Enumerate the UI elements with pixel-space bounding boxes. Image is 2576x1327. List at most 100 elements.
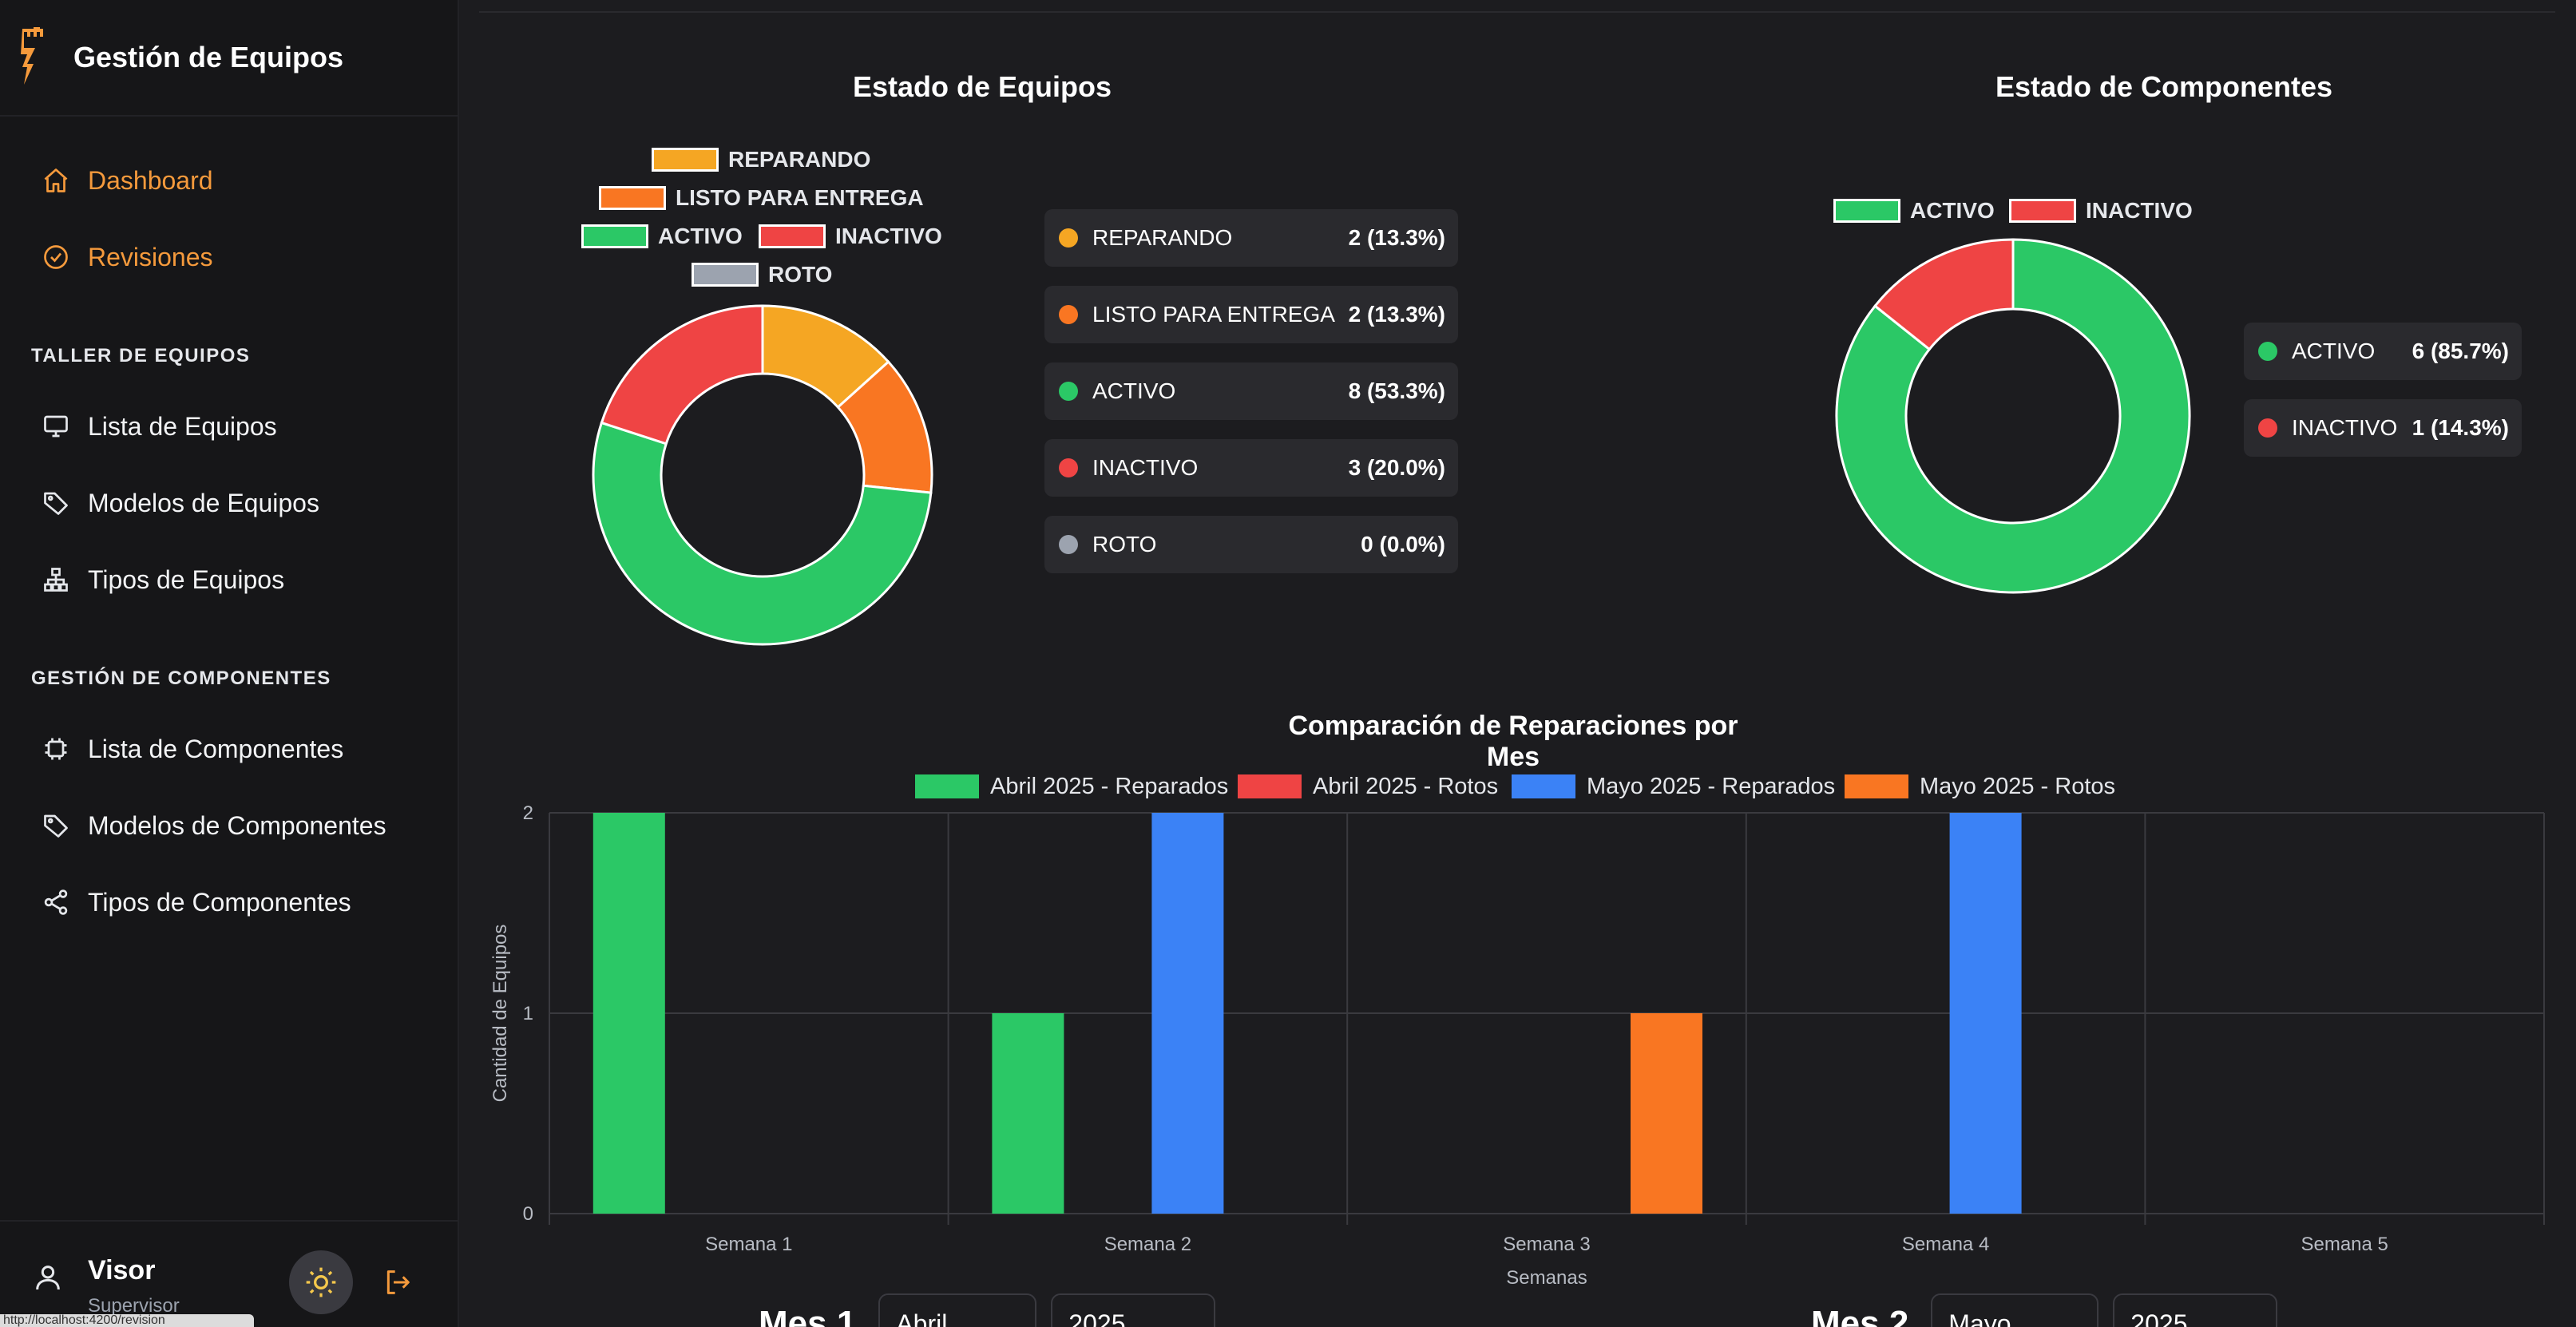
- brand[interactable]: Gestión de Equipos: [0, 0, 459, 117]
- y-tick-label: 1: [523, 1003, 533, 1024]
- sidebar-item-lista-componentes[interactable]: Lista de Componentes: [40, 725, 343, 773]
- legend-item-roto[interactable]: ROTO: [692, 260, 832, 289]
- x-axis-label: Semanas: [1506, 1267, 1587, 1289]
- donut-slice-activo[interactable]: [592, 421, 933, 646]
- tag-icon: [40, 810, 72, 842]
- mes1-filter: Mes 1 Abril ⌄ 2025 ⌄: [759, 1293, 1230, 1327]
- componentes-donut-chart: [1835, 238, 2191, 594]
- legend-swatch: [581, 224, 648, 248]
- bar-0-1[interactable]: [992, 1013, 1064, 1214]
- legend-item-inactivo[interactable]: INACTIVO: [759, 222, 942, 251]
- stat-value: 0 (0.0%): [1361, 532, 1445, 557]
- mes1-year-value: 2025: [1068, 1309, 1126, 1327]
- legend-label: Abril 2025 - Rotos: [1313, 773, 1499, 799]
- home-icon: [40, 164, 72, 196]
- bar-2-1[interactable]: [1151, 813, 1224, 1214]
- legend-item-listo[interactable]: LISTO PARA ENTREGA: [599, 184, 924, 212]
- user-area: Visor Supervisor: [0, 1220, 459, 1327]
- stat-value: 2 (13.3%): [1348, 225, 1445, 250]
- sidebar-item-revisiones[interactable]: Revisiones: [40, 233, 213, 281]
- componentes-stat-row: INACTIVO 1 (14.3%): [2244, 399, 2522, 457]
- donut-slice-inactivo[interactable]: [1873, 238, 2015, 351]
- legend-label: Abril 2025 - Reparados: [990, 773, 1229, 799]
- sidebar-item-lista-equipos[interactable]: Lista de Equipos: [40, 402, 277, 450]
- user-role: Supervisor: [88, 1295, 180, 1317]
- user-name: Visor: [88, 1255, 156, 1285]
- mes2-year-value: 2025: [2130, 1309, 2188, 1327]
- bar-legend-item[interactable]: Mayo 2025 - Reparados: [1512, 773, 1835, 800]
- stat-name: INACTIVO: [2292, 415, 2398, 440]
- sidebar-item-label: Revisiones: [88, 242, 213, 271]
- stat-name: REPARANDO: [1092, 225, 1233, 250]
- status-dot: [2258, 342, 2277, 361]
- legend-swatch: [1833, 199, 1900, 223]
- stat-value: 8 (53.3%): [1348, 378, 1445, 403]
- user-icon: [36, 1266, 60, 1290]
- legend-label: ACTIVO: [1910, 198, 1995, 223]
- legend-swatch: [692, 263, 759, 287]
- y-tick-label: 0: [523, 1203, 533, 1225]
- equipos-stat-row: INACTIVO 3 (20.0%): [1044, 439, 1458, 497]
- legend-swatch: [915, 774, 979, 798]
- equipos-stat-row: ROTO 0 (0.0%): [1044, 516, 1458, 573]
- sidebar-item-tipos-componentes[interactable]: Tipos de Componentes: [40, 878, 351, 926]
- sidebar-item-tipos-equipos[interactable]: Tipos de Equipos: [40, 556, 284, 604]
- tag-icon: [40, 487, 72, 519]
- mes1-year-select[interactable]: 2025 ⌄: [1051, 1293, 1216, 1327]
- legend-item-comp-inactivo[interactable]: INACTIVO: [2009, 196, 2193, 225]
- repairs-bar-chart: 0 1 2 Semana 1 Semana 2 Semana 3 Semana 4 Seman…: [489, 802, 2545, 1289]
- sidebar-item-modelos-componentes[interactable]: Modelos de Componentes: [40, 802, 386, 850]
- bar-chart-title: Comparación de Reparaciones por Mes: [1288, 711, 1738, 772]
- section-title-componentes: GESTIÓN DE COMPONENTES: [31, 667, 331, 689]
- chevron-down-icon: ⌄: [1176, 1310, 1199, 1327]
- section-title-taller: TALLER DE EQUIPOS: [31, 345, 251, 366]
- legend-label: Mayo 2025 - Rotos: [1920, 773, 2116, 799]
- legend-swatch: [759, 224, 826, 248]
- sidebar-item-modelos-equipos[interactable]: Modelos de Equipos: [40, 479, 319, 527]
- mes2-year-select[interactable]: 2025 ⌄: [2113, 1293, 2278, 1327]
- bar-legend-item[interactable]: Mayo 2025 - Rotos: [1845, 773, 2115, 800]
- sidebar: Gestión de Equipos Dashboard Revisiones …: [0, 0, 459, 1327]
- theme-toggle-button[interactable]: [289, 1250, 353, 1314]
- sidebar-item-dashboard[interactable]: Dashboard: [40, 156, 213, 204]
- status-dot: [2258, 418, 2277, 438]
- chevron-down-icon: ⌄: [2238, 1310, 2261, 1327]
- chevron-down-icon: ⌄: [2059, 1310, 2082, 1327]
- monitor-icon: [40, 410, 72, 442]
- stat-name: ROTO: [1092, 532, 1157, 557]
- header-divider: [479, 11, 2555, 13]
- legend-item-reparando[interactable]: REPARANDO: [652, 145, 870, 174]
- status-dot: [1059, 228, 1078, 248]
- bar-legend-item[interactable]: Abril 2025 - Rotos: [1238, 773, 1498, 800]
- sidebar-item-label: Modelos de Equipos: [88, 488, 319, 517]
- bar-legend-item[interactable]: Abril 2025 - Reparados: [915, 773, 1228, 800]
- x-tick-label: Semana 3: [1503, 1234, 1590, 1255]
- stat-value: 2 (13.3%): [1348, 302, 1445, 327]
- app-title: Gestión de Equipos: [73, 41, 344, 73]
- legend-swatch: [1845, 774, 1908, 798]
- stat-name: ACTIVO: [1092, 378, 1176, 403]
- legend-item-activo[interactable]: ACTIVO: [581, 222, 743, 251]
- mes2-month-select[interactable]: Mayo ⌄: [1931, 1293, 2099, 1327]
- legend-label: INACTIVO: [835, 224, 942, 248]
- fist-bolt-logo-icon: [21, 27, 43, 85]
- status-dot: [1059, 382, 1078, 401]
- legend-item-comp-activo[interactable]: ACTIVO: [1833, 196, 1995, 225]
- logout-icon[interactable]: [382, 1266, 414, 1298]
- mes1-month-select[interactable]: Abril ⌄: [878, 1293, 1037, 1327]
- x-tick-label: Semana 5: [2301, 1234, 2388, 1255]
- status-dot: [1059, 535, 1078, 554]
- mes2-filter: Mes 2 Mayo ⌄ 2025 ⌄: [1811, 1293, 2292, 1327]
- bar-2-3[interactable]: [1949, 813, 2022, 1214]
- equipos-title: Estado de Equipos: [852, 70, 1112, 103]
- mes2-month-value: Mayo: [1948, 1309, 2011, 1327]
- stat-value: 6 (85.7%): [2412, 339, 2509, 363]
- sidebar-item-label: Lista de Equipos: [88, 411, 277, 441]
- bar-3-2[interactable]: [1631, 1013, 1702, 1214]
- mes1-month-value: Abril: [896, 1309, 948, 1327]
- bar-0-0[interactable]: [592, 813, 665, 1214]
- componentes-title: Estado de Componentes: [1995, 70, 2333, 103]
- sidebar-item-label: Tipos de Equipos: [88, 564, 285, 594]
- donut-slice-inactivo[interactable]: [600, 304, 764, 446]
- donut-slice-activo[interactable]: [1835, 238, 2191, 594]
